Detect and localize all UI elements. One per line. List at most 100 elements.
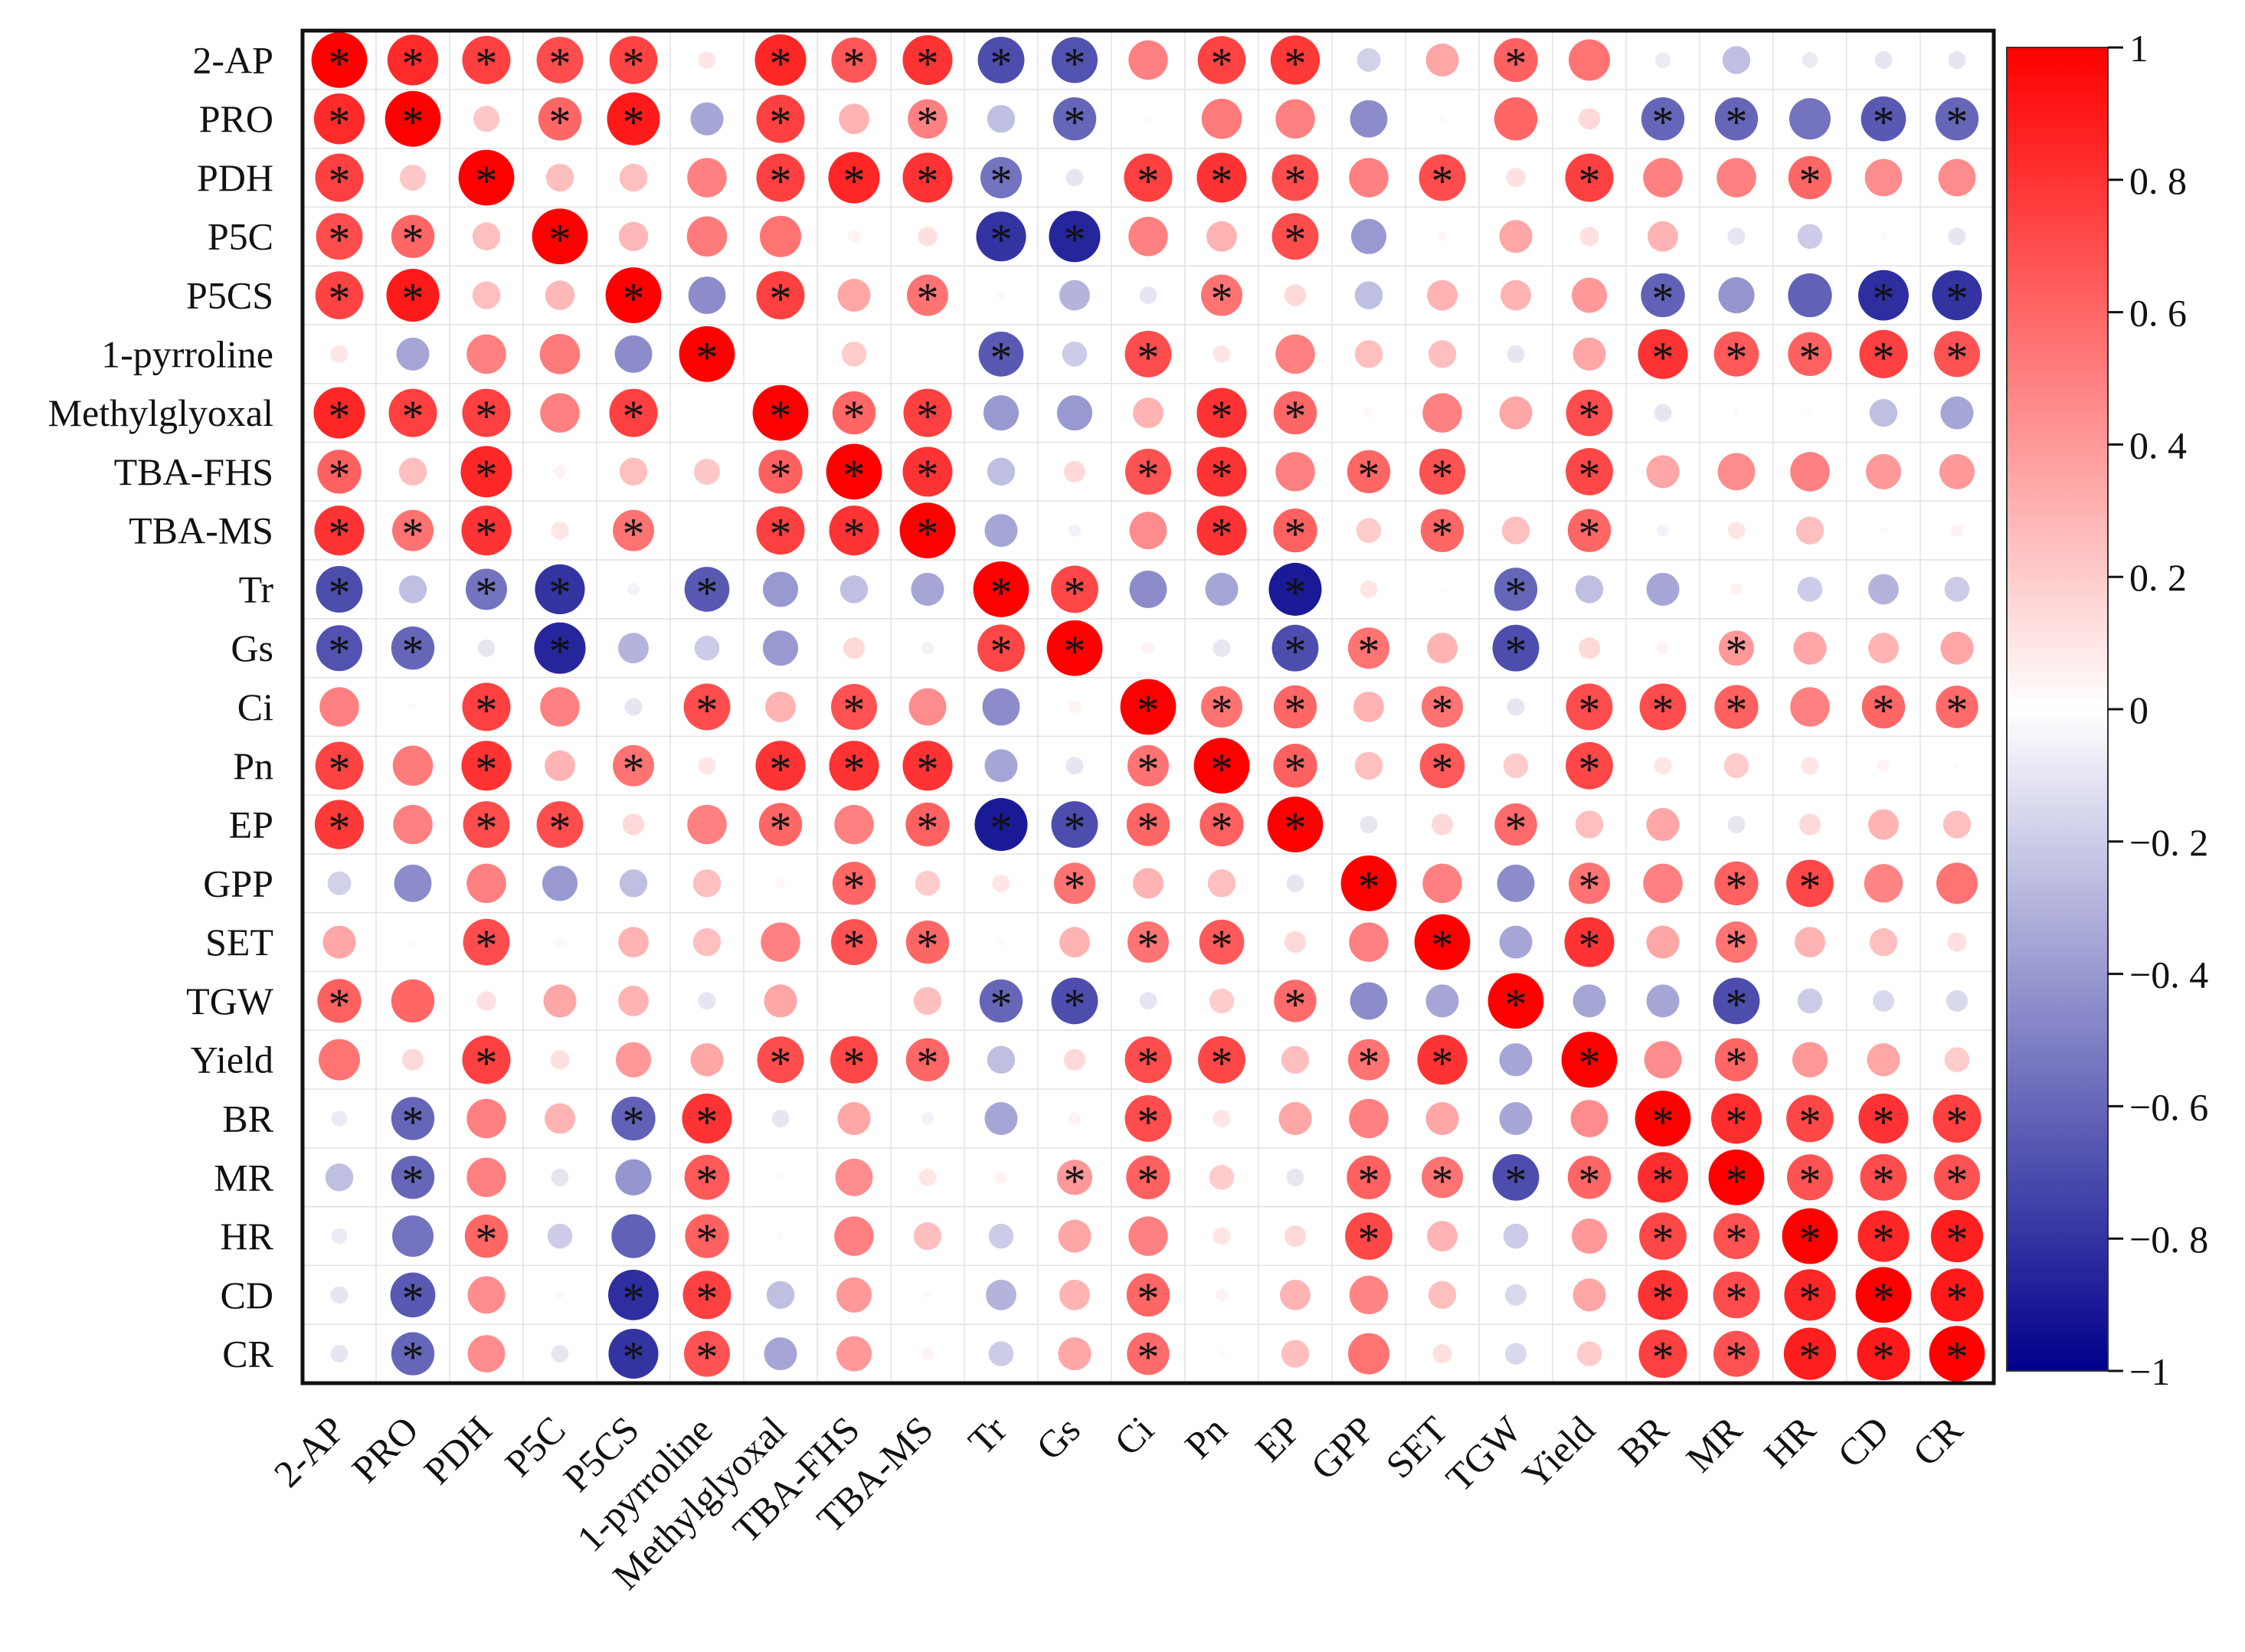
row-label: Ci (237, 685, 273, 728)
cell-circle-1-pyrroline-PRO (396, 337, 430, 371)
cell-circle-BR-PRO (391, 1097, 435, 1140)
cell-circle-CD-Yield (1572, 1278, 1606, 1312)
column-label: CD (1829, 1408, 1897, 1476)
cell-circle-P5C-HR (1797, 224, 1823, 250)
significance-marker: * (1799, 1215, 1821, 1264)
significance-marker: * (549, 568, 571, 617)
cell-circle-CR-Gs (1058, 1337, 1091, 1371)
cell-circle-TGW-GPP (1350, 982, 1388, 1020)
cell-circle-Methylglyoxal-1-pyrroline (704, 410, 710, 417)
cell-circle-Ci-HR (1790, 687, 1830, 727)
cell-circle-2-AP-Tr (977, 36, 1025, 83)
significance-marker: * (696, 1333, 718, 1382)
cell-circle-Pn-PDH (461, 741, 512, 791)
significance-marker: * (329, 744, 351, 794)
significance-marker: * (1799, 1333, 1821, 1382)
cell-circle-SET-Gs (1059, 927, 1090, 958)
significance-marker: * (917, 450, 939, 500)
cell-circle-EP-Ci (1126, 803, 1170, 846)
cell-circle-Pn-P5C (545, 750, 575, 781)
significance-marker: * (476, 1039, 498, 1088)
cell-circle-PDH-2-AP (315, 153, 364, 202)
cell-circle-PRO-CD (1860, 96, 1906, 142)
cell-circle-Yield-TBA-FHS (830, 1035, 878, 1084)
significance-marker: * (1873, 685, 1895, 735)
cell-circle-EP-TBA-MS (905, 802, 950, 847)
cell-circle-Pn-Ci (1127, 744, 1169, 787)
cell-circle-Ci-Yield (1566, 683, 1613, 731)
cell-circle-Ci-CR (1936, 685, 1978, 728)
cell-circle-TGW-MR (1713, 977, 1760, 1025)
cell-circle-Methylglyoxal-TBA-MS (903, 388, 952, 437)
cell-circle-CD-EP (1280, 1279, 1311, 1310)
significance-marker: * (1873, 1156, 1895, 1205)
cell-circle-Tr-TBA-MS (911, 572, 944, 606)
cell-circle-Pn-BR (1654, 757, 1672, 775)
significance-marker: * (1799, 156, 1821, 206)
cell-circle-P5CS-CR (1932, 270, 1982, 321)
row-label: SET (205, 921, 273, 963)
cell-circle-Ci-MR (1714, 685, 1759, 729)
significance-marker: * (1284, 568, 1307, 617)
significance-marker: * (476, 685, 498, 735)
cell-circle-HR-Tr (988, 1223, 1014, 1249)
cell-circle-TBA-MS-PDH (461, 505, 512, 556)
cell-circle-1-pyrroline-Yield (1572, 337, 1606, 371)
significance-marker: * (1211, 744, 1233, 794)
significance-marker: * (1137, 921, 1160, 970)
cell-circle-1-pyrroline-Methylglyoxal (777, 351, 784, 358)
cell-circle-TBA-MS-PRO (392, 509, 434, 551)
cell-circle-EP-Gs (1051, 801, 1098, 849)
significance-marker: * (1211, 1039, 1233, 1088)
cell-circle-2-AP-Methylglyoxal (754, 34, 807, 86)
cell-circle-Gs-PDH (477, 639, 496, 657)
cell-circle-PDH-TGW (1506, 168, 1526, 188)
cell-circle-CR-Ci (1127, 1332, 1170, 1376)
cell-circle-Ci-TGW (1507, 698, 1525, 716)
significance-marker: * (1579, 156, 1601, 206)
cell-circle-Methylglyoxal-EP (1273, 391, 1317, 435)
cell-circle-EP-SET (1431, 813, 1454, 836)
significance-marker: * (1726, 1333, 1748, 1382)
cell-circle-GPP-Pn (1207, 869, 1236, 898)
cell-circle-TGW-EP (1274, 980, 1317, 1022)
cell-circle-EP-P5CS (622, 813, 645, 836)
significance-marker: * (990, 980, 1013, 1029)
cell-circle-Tr-PDH (466, 568, 507, 610)
cell-circle-GPP-EP (1286, 874, 1304, 892)
cell-circle-EP-EP (1267, 797, 1324, 852)
cell-circle-GPP-P5C (542, 865, 578, 901)
cell-circle-TBA-FHS-TGW (1513, 468, 1519, 475)
column-label: 2-AP (266, 1408, 353, 1495)
cell-circle-P5CS-TGW (1500, 280, 1531, 311)
significance-marker: * (402, 1156, 424, 1205)
cell-circle-TBA-MS-P5CS (613, 509, 654, 551)
cell-circle-EP-GPP (1360, 816, 1378, 834)
significance-marker: * (329, 626, 351, 676)
cell-circle-EP-TGW (1494, 803, 1537, 846)
significance-marker: * (1505, 1156, 1527, 1205)
significance-marker: * (623, 391, 645, 441)
cell-circle-P5CS-TBA-MS (907, 274, 948, 316)
significance-marker: * (1579, 744, 1601, 794)
cell-circle-Gs-Ci (1141, 642, 1155, 655)
cell-circle-HR-MR (1713, 1213, 1760, 1260)
cell-circle-1-pyrroline-CD (1859, 329, 1908, 378)
cell-circle-Ci-BR (1639, 683, 1687, 731)
significance-marker: * (329, 568, 351, 617)
cell-circle-Ci-2-AP (319, 687, 359, 727)
cell-circle-1-pyrroline-PDH (466, 334, 506, 375)
row-label: 1-pyrroline (101, 332, 273, 375)
cell-circle-SET-Yield (1564, 917, 1615, 967)
cell-circle-2-AP-TBA-FHS (831, 37, 877, 83)
cell-circle-CD-P5C (555, 1291, 565, 1299)
cell-circle-Gs-PRO (391, 626, 435, 670)
colorbar-tick-label: 1 (2129, 27, 2148, 70)
cell-circle-SET-Ci (1127, 921, 1169, 963)
colorbar-tick-label: 0. 2 (2129, 556, 2187, 599)
cell-circle-Yield-MR (1714, 1038, 1759, 1081)
cell-circle-HR-CD (1857, 1210, 1910, 1262)
cell-circle-2-AP-CR (1948, 51, 1966, 69)
cell-circle-1-pyrroline-SET (1428, 340, 1457, 368)
cell-circle-EP-CD (1868, 809, 1899, 840)
